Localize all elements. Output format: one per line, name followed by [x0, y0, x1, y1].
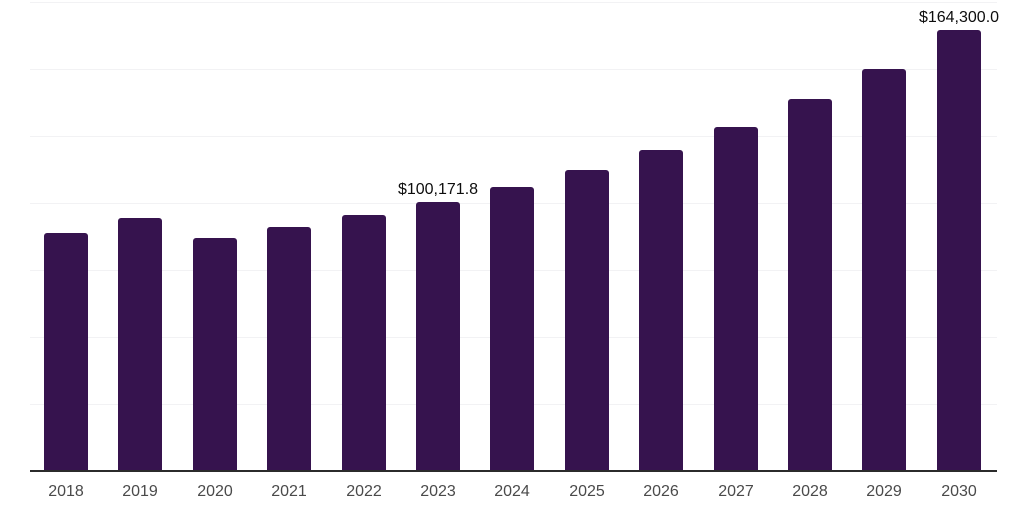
x-tick-label-2024: 2024 — [494, 483, 530, 500]
x-tick-label-2027: 2027 — [718, 483, 754, 500]
bar-2019 — [118, 218, 162, 471]
bar-2027 — [714, 127, 758, 471]
bar-2018 — [44, 233, 88, 471]
x-tick-label-2019: 2019 — [122, 483, 158, 500]
x-tick-label-2018: 2018 — [48, 483, 84, 500]
bar-2028 — [788, 99, 832, 471]
x-tick-label-2022: 2022 — [346, 483, 382, 500]
bar-2020 — [193, 238, 237, 471]
bar-2030 — [937, 30, 981, 471]
bar-2025 — [565, 170, 609, 471]
gridline — [30, 69, 997, 70]
x-tick-label-2028: 2028 — [792, 483, 828, 500]
bar-2026 — [639, 150, 683, 471]
x-tick-label-2020: 2020 — [197, 483, 233, 500]
bar-2021 — [267, 227, 311, 471]
x-tick-label-2030: 2030 — [941, 483, 977, 500]
x-axis-line — [30, 470, 997, 472]
x-tick-label-2029: 2029 — [866, 483, 902, 500]
bar-2024 — [490, 187, 534, 471]
bar-2022 — [342, 215, 386, 471]
data-label-2030: $164,300.0 — [918, 9, 1000, 26]
data-label-2023: $100,171.8 — [397, 181, 479, 198]
gridline — [30, 2, 997, 3]
x-tick-label-2026: 2026 — [643, 483, 679, 500]
x-tick-label-2021: 2021 — [271, 483, 307, 500]
bar-2023 — [416, 202, 460, 471]
x-tick-label-2025: 2025 — [569, 483, 605, 500]
gridline — [30, 136, 997, 137]
bar-2029 — [862, 69, 906, 471]
x-tick-label-2023: 2023 — [420, 483, 456, 500]
